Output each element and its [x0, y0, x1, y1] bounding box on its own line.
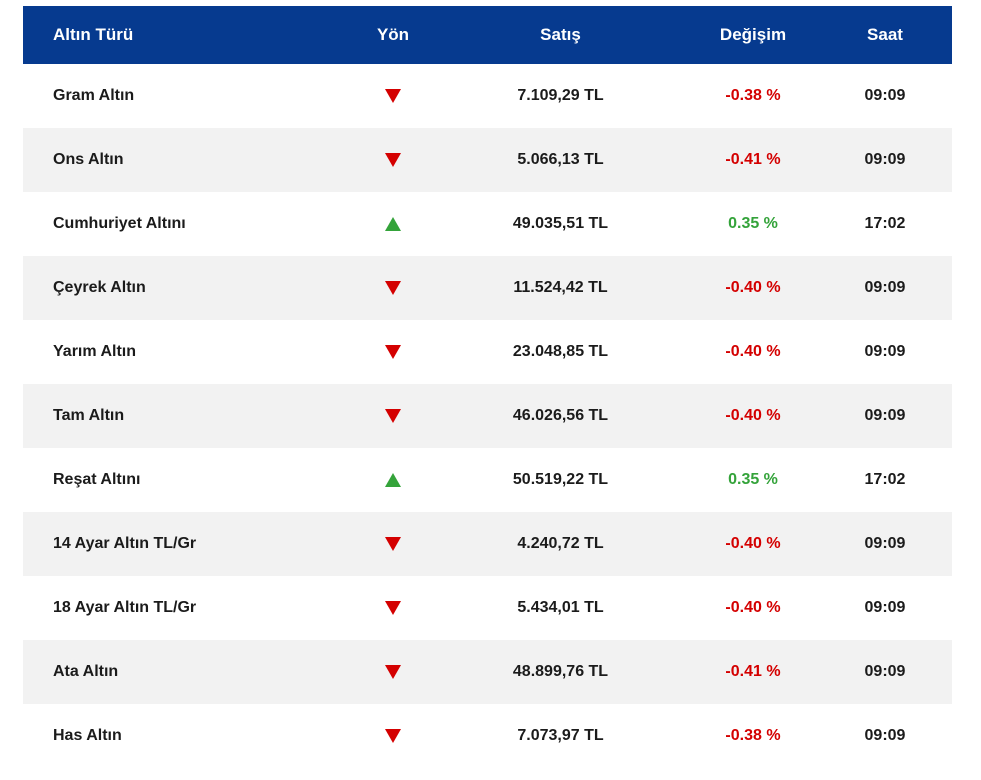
gold-type-name: Gram Altın: [53, 87, 135, 104]
table-header: Altın Türü Yön Satış Değişim Saat: [23, 6, 952, 64]
update-time: 09:09: [864, 407, 906, 424]
up-arrow-icon: [385, 217, 401, 231]
header-time[interactable]: Saat: [867, 25, 903, 44]
change-percent: -0.41 %: [725, 663, 781, 680]
change-percent: -0.40 %: [725, 599, 781, 616]
gold-type-name: 14 Ayar Altın TL/Gr: [53, 535, 197, 552]
update-time: 09:09: [864, 727, 906, 744]
update-time: 09:09: [864, 87, 906, 104]
change-percent: 0.35 %: [728, 471, 778, 488]
gold-type-name: Has Altın: [53, 727, 122, 744]
direction-cell: [353, 472, 433, 488]
update-time: 17:02: [864, 471, 906, 488]
update-time: 09:09: [864, 663, 906, 680]
table-row[interactable]: 18 Ayar Altın TL/Gr 5.434,01 TL -0.40 % 09:…: [23, 576, 952, 640]
change-percent: -0.40 %: [725, 279, 781, 296]
table-row[interactable]: Çeyrek Altın 11.524,42 TL -0.40 % 09:09: [23, 256, 952, 320]
table-row[interactable]: Tam Altın 46.026,56 TL -0.40 % 09:09: [23, 384, 952, 448]
table-row[interactable]: Has Altın 7.073,97 TL -0.38 % 09:09: [23, 704, 952, 768]
gold-type-name: Tam Altın: [53, 407, 125, 424]
gold-type-name: Yarım Altın: [53, 343, 136, 360]
direction-cell: [353, 152, 433, 168]
down-arrow-icon: [385, 409, 401, 423]
change-percent: -0.38 %: [725, 87, 781, 104]
sell-price: 5.066,13 TL: [517, 151, 604, 168]
update-time: 09:09: [864, 343, 906, 360]
gold-type-name: Reşat Altını: [53, 471, 141, 488]
direction-cell: [353, 216, 433, 232]
down-arrow-icon: [385, 153, 401, 167]
direction-cell: [353, 600, 433, 616]
sell-price: 7.073,97 TL: [517, 727, 604, 744]
table-row[interactable]: Yarım Altın 23.048,85 TL -0.40 % 09:09: [23, 320, 952, 384]
gold-type-name: Ons Altın: [53, 151, 124, 168]
direction-cell: [353, 280, 433, 296]
change-percent: -0.40 %: [725, 407, 781, 424]
down-arrow-icon: [385, 665, 401, 679]
gold-type-name: Çeyrek Altın: [53, 279, 146, 296]
down-arrow-icon: [385, 601, 401, 615]
direction-cell: [353, 88, 433, 104]
update-time: 09:09: [864, 279, 906, 296]
direction-cell: [353, 344, 433, 360]
sell-price: 11.524,42 TL: [513, 279, 608, 296]
gold-type-name: Cumhuriyet Altını: [53, 215, 186, 232]
update-time: 17:02: [864, 215, 906, 232]
change-percent: -0.38 %: [725, 727, 781, 744]
table-body: Gram Altın 7.109,29 TL -0.38 % 09:09 Ons Alt…: [23, 64, 952, 768]
direction-cell: [353, 408, 433, 424]
sell-price: 50.519,22 TL: [512, 471, 609, 488]
change-percent: -0.40 %: [725, 343, 781, 360]
header-change[interactable]: Değişim: [719, 25, 787, 44]
sell-price: 4.240,72 TL: [517, 535, 604, 552]
sell-price: 5.434,01 TL: [517, 599, 604, 616]
table-row[interactable]: Ons Altın 5.066,13 TL -0.41 % 09:09: [23, 128, 952, 192]
down-arrow-icon: [385, 729, 401, 743]
header-sell[interactable]: Satış: [540, 25, 581, 44]
gold-price-table: Altın Türü Yön Satış Değişim Saat Gram A…: [23, 6, 952, 768]
down-arrow-icon: [385, 89, 401, 103]
header-direction[interactable]: Yön: [376, 25, 410, 44]
update-time: 09:09: [864, 151, 906, 168]
direction-cell: [353, 664, 433, 680]
sell-price: 46.026,56 TL: [512, 407, 609, 424]
table-row[interactable]: Reşat Altını 50.519,22 TL 0.35 % 17:02: [23, 448, 952, 512]
change-percent: 0.35 %: [728, 215, 778, 232]
table-row[interactable]: Ata Altın 48.899,76 TL -0.41 % 09:09: [23, 640, 952, 704]
gold-type-name: Ata Altın: [53, 663, 119, 680]
down-arrow-icon: [385, 281, 401, 295]
table-row[interactable]: Cumhuriyet Altını 49.035,51 TL 0.35 % 17:02: [23, 192, 952, 256]
header-type[interactable]: Altın Türü: [53, 25, 134, 44]
change-percent: -0.41 %: [725, 151, 781, 168]
table-row[interactable]: 14 Ayar Altın TL/Gr 4.240,72 TL -0.40 % 09:…: [23, 512, 952, 576]
gold-type-name: 18 Ayar Altın TL/Gr: [53, 599, 197, 616]
sell-price: 49.035,51 TL: [512, 215, 609, 232]
sell-price: 23.048,85 TL: [512, 343, 609, 360]
sell-price: 7.109,29 TL: [517, 87, 604, 104]
update-time: 09:09: [864, 535, 906, 552]
table-row[interactable]: Gram Altın 7.109,29 TL -0.38 % 09:09: [23, 64, 952, 128]
update-time: 09:09: [864, 599, 906, 616]
sell-price: 48.899,76 TL: [512, 663, 609, 680]
down-arrow-icon: [385, 537, 401, 551]
change-percent: -0.40 %: [725, 535, 781, 552]
up-arrow-icon: [385, 473, 401, 487]
direction-cell: [353, 728, 433, 744]
down-arrow-icon: [385, 345, 401, 359]
direction-cell: [353, 536, 433, 552]
